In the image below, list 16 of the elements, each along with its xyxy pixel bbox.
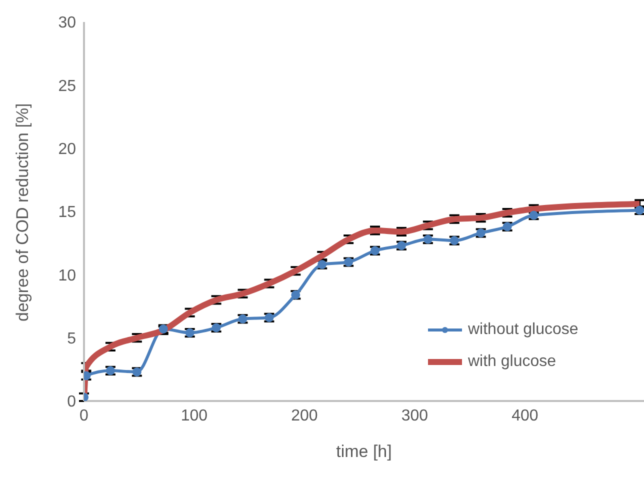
legend-label: with glucose xyxy=(468,353,556,371)
y-tick-label: 25 xyxy=(58,78,76,95)
legend-label: without glucose xyxy=(468,321,578,339)
y-tick-label: 30 xyxy=(58,14,76,32)
x-axis-title: time [h] xyxy=(336,442,392,461)
y-axis-title: degree of COD reduction [%] xyxy=(13,103,32,322)
x-tick-label: 0 xyxy=(80,407,89,424)
y-tick-label: 10 xyxy=(58,267,76,284)
y-tick-label: 20 xyxy=(58,141,76,158)
x-tick-label: 300 xyxy=(401,407,428,424)
y-tick-label: 0 xyxy=(67,394,76,411)
x-tick-label: 400 xyxy=(512,407,538,424)
y-tick-label: 5 xyxy=(67,330,76,348)
x-tick-label: 100 xyxy=(180,407,208,424)
y-tick-label: 15 xyxy=(58,204,76,222)
x-tick-label: 200 xyxy=(291,407,318,424)
